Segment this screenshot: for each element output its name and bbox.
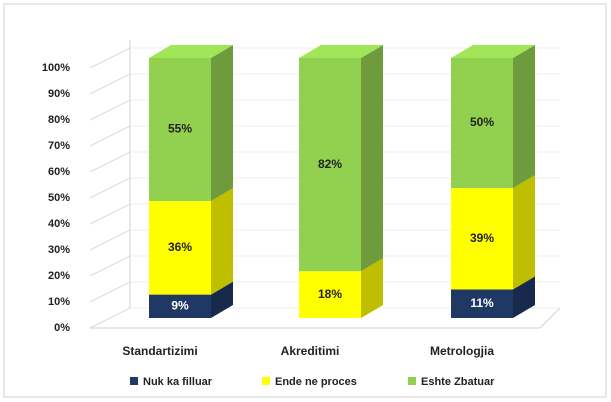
grid-line (89, 47, 131, 69)
data-label: 9% (171, 298, 189, 312)
y-tick-label: 30% (48, 244, 70, 256)
grid-line (89, 255, 131, 277)
bar-side (513, 276, 535, 318)
legend-swatch (262, 377, 270, 385)
y-tick-label: 60% (48, 166, 70, 178)
floor-side (539, 307, 561, 329)
bar-segment (149, 58, 211, 201)
data-label: 82% (318, 157, 342, 171)
grid-line (89, 229, 131, 251)
y-tick-label: 20% (48, 270, 70, 282)
bar-side (211, 188, 233, 295)
x-tick-label: Standartizimi (122, 344, 197, 358)
grid-line (89, 125, 131, 147)
bar-segment (451, 188, 513, 290)
legend-swatch (408, 377, 416, 385)
bar-side (361, 258, 383, 318)
bar-side (211, 45, 233, 201)
y-tick-label: 70% (48, 140, 70, 152)
legend-swatch (130, 377, 138, 385)
data-label: 39% (470, 231, 494, 245)
legend-label: Eshte Zbatuar (421, 376, 495, 388)
grid-line (89, 73, 131, 95)
data-label: 18% (318, 287, 342, 301)
y-tick-label: 0% (54, 322, 70, 334)
y-tick-label: 80% (48, 114, 70, 126)
legend-label: Ende ne proces (275, 376, 357, 388)
bar-side (513, 45, 535, 188)
bar-side (361, 45, 383, 272)
grid-line (89, 281, 131, 303)
bar-segment (149, 201, 211, 295)
data-label: 55% (168, 122, 192, 136)
grid-line (89, 151, 131, 173)
bar-segment (451, 289, 513, 318)
grid-line (89, 307, 131, 329)
bar-segment (299, 271, 361, 318)
x-tick-label: Metrologjia (430, 344, 494, 358)
x-tick-label: Akreditimi (281, 344, 340, 358)
legend-label: Nuk ka filluar (143, 376, 213, 388)
bar-top (149, 45, 233, 58)
data-label: 11% (470, 296, 494, 310)
data-label: 36% (168, 240, 192, 254)
y-tick-label: 10% (48, 296, 70, 308)
bar-segment (299, 58, 361, 272)
y-tick-label: 50% (48, 192, 70, 204)
y-tick-label: 100% (42, 62, 70, 74)
bar-side (211, 281, 233, 318)
bar-segment (149, 294, 211, 318)
data-label: 50% (470, 115, 494, 129)
bar-top (451, 45, 535, 58)
y-tick-label: 40% (48, 218, 70, 230)
bar-segment (451, 58, 513, 188)
grid-line (89, 203, 131, 225)
y-tick-label: 90% (48, 88, 70, 100)
bar-side (513, 175, 535, 290)
grid-line (89, 177, 131, 199)
bar-top (299, 45, 383, 58)
grid-line (89, 99, 131, 121)
